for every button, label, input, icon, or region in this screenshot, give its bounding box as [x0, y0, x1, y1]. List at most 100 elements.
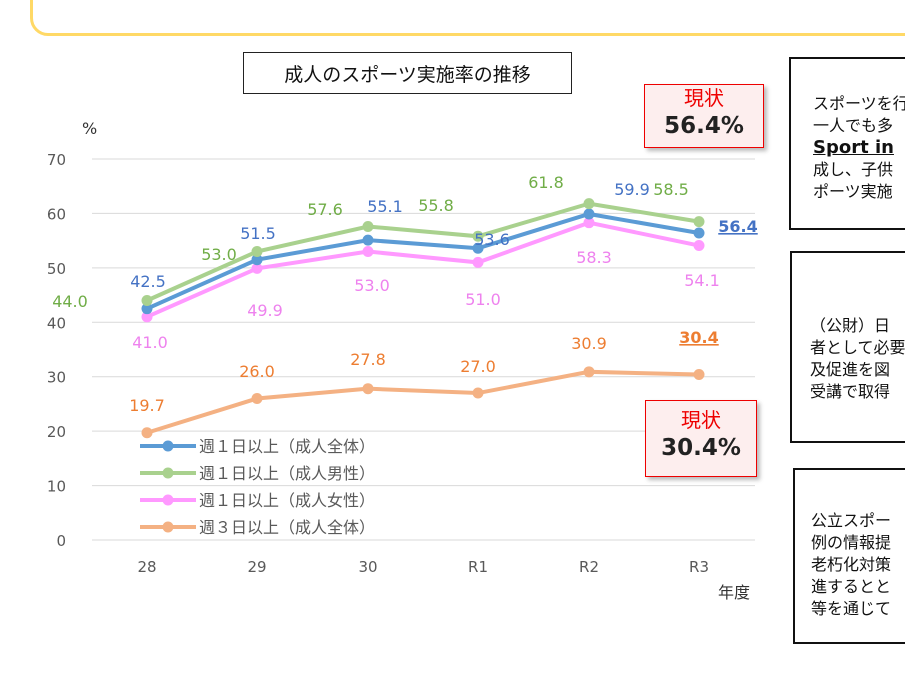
legend-marker: [162, 521, 174, 533]
data-point: [472, 242, 484, 254]
data-label: 27.0: [460, 357, 496, 376]
data-point: [472, 230, 484, 242]
status-label: 現状: [684, 86, 724, 110]
data-point: [583, 208, 595, 220]
data-label: 51.0: [465, 290, 501, 309]
data-label: 53.0: [354, 276, 390, 295]
data-point: [141, 311, 153, 323]
data-label: 19.7: [129, 396, 165, 415]
x-axis-label: 年度: [718, 583, 750, 602]
data-point: [251, 246, 263, 258]
data-point: [583, 366, 595, 378]
side-text: 老朽化対策: [811, 555, 892, 574]
legend-marker: [162, 494, 174, 506]
side-text: 及促進を図: [810, 360, 891, 379]
y-tick-label: 0: [56, 532, 66, 550]
data-point: [141, 427, 153, 439]
chart-title: 成人のスポーツ実施率の推移: [243, 52, 572, 94]
data-label: 53.6: [474, 230, 510, 249]
legend-label: 週１日以上（成人男性）: [199, 464, 375, 483]
side-text: Sport in: [813, 137, 894, 158]
data-label: 26.0: [239, 362, 275, 381]
side-box-1: スポーツを行 一人でも多 Sport in 成し、子供 ポーツ実施: [789, 57, 905, 230]
side-text: 成し、子供: [813, 160, 894, 179]
side-text: 例の情報提: [811, 533, 892, 552]
x-tick-label: 28: [137, 558, 156, 576]
data-point: [362, 220, 374, 232]
data-point: [362, 383, 374, 395]
legend-marker: [162, 467, 174, 479]
data-point: [141, 295, 153, 307]
y-tick-label: 20: [47, 423, 66, 441]
y-axis-label: %: [82, 119, 97, 138]
status-value: 56.4%: [664, 113, 744, 139]
y-tick-label: 60: [47, 205, 66, 223]
data-point: [693, 227, 705, 239]
side-text: 受講で取得: [810, 382, 891, 401]
data-point: [251, 392, 263, 404]
data-label: 58.5: [653, 180, 689, 199]
status-value: 30.4%: [661, 435, 741, 461]
y-tick-label: 10: [47, 478, 66, 496]
x-tick-label: R3: [689, 558, 709, 576]
side-text: スポーツを行: [813, 94, 905, 113]
side-text: 進するとと: [811, 577, 892, 596]
data-point: [583, 217, 595, 229]
x-tick-label: 30: [358, 558, 377, 576]
data-label: 59.9: [614, 180, 650, 199]
data-label: 54.1: [684, 271, 720, 290]
legend-marker: [162, 440, 174, 452]
data-label: 44.0: [52, 292, 88, 311]
data-label: 58.3: [576, 248, 612, 267]
side-box-3: 公立スポー 例の情報提 老朽化対策 進するとと 等を通じて: [793, 468, 905, 644]
side-text: （公財）日: [810, 316, 891, 335]
data-label: 30.4: [679, 328, 718, 347]
data-point: [362, 234, 374, 246]
x-tick-label: R2: [579, 558, 599, 576]
data-point: [251, 262, 263, 274]
status-box-3days: 現状 30.4%: [645, 400, 757, 477]
data-label: 27.8: [350, 350, 386, 369]
side-box-2: （公財）日 者として必要 及促進を図 受講で取得: [790, 251, 905, 443]
top-banner-frame: [30, 0, 905, 36]
data-point: [472, 256, 484, 268]
data-label: 55.8: [418, 196, 454, 215]
legend-label: 週３日以上（成人全体）: [199, 518, 375, 537]
legend-label: 週１日以上（成人女性）: [199, 491, 375, 510]
x-tick-label: 29: [247, 558, 266, 576]
data-label: 55.1: [367, 197, 403, 216]
data-point: [693, 369, 705, 381]
data-label: 41.0: [132, 333, 168, 352]
series-line: [146, 211, 700, 311]
line-chart: 0 10 20 30 40 50 60 70% 28 29 30 R1 R2 R3 年度 42.5 51.5 55…: [47, 119, 758, 602]
status-box-weekly: 現状 56.4%: [644, 84, 764, 148]
data-point: [693, 240, 705, 252]
side-text: 等を通じて: [811, 599, 892, 618]
side-text: 一人でも多: [813, 116, 894, 135]
data-label: 57.6: [307, 200, 343, 219]
side-text: 公立スポー: [811, 511, 892, 530]
series-line: [146, 220, 700, 319]
data-point: [693, 216, 705, 228]
side-text: ポーツ実施: [813, 182, 893, 201]
data-label: 30.9: [571, 334, 607, 353]
data-point: [251, 254, 263, 266]
y-tick-label: 70: [47, 151, 66, 169]
data-label: 56.4: [718, 217, 757, 236]
data-label: 51.5: [240, 224, 276, 243]
status-label: 現状: [681, 408, 721, 432]
data-label: 49.9: [247, 301, 283, 320]
data-point: [472, 387, 484, 399]
series-line: [146, 201, 700, 303]
y-tick-label: 40: [47, 314, 66, 332]
data-label: 61.8: [528, 173, 564, 192]
data-point: [141, 303, 153, 315]
legend-label: 週１日以上（成人全体）: [199, 437, 375, 456]
series-line: [146, 369, 700, 435]
data-point: [583, 198, 595, 210]
side-text: 者として必要: [810, 338, 905, 357]
x-tick-label: R1: [468, 558, 488, 576]
y-tick-label: 50: [47, 260, 66, 278]
y-tick-label: 30: [47, 369, 66, 387]
data-label: 42.5: [130, 272, 166, 291]
